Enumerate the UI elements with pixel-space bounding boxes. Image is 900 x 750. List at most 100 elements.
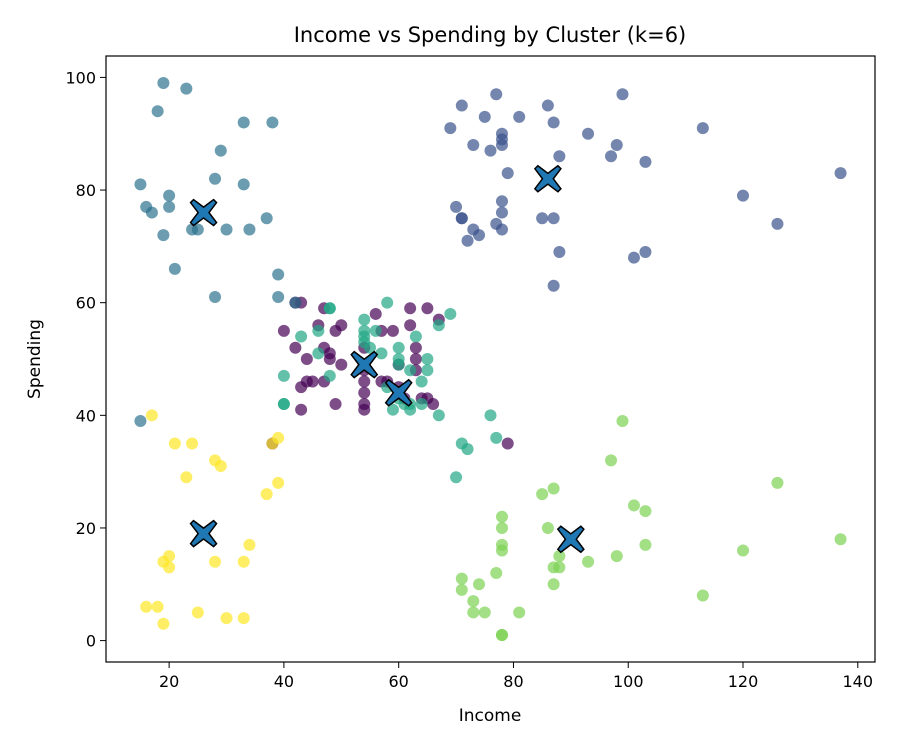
data-point-cluster-1 xyxy=(582,127,595,140)
data-point-cluster-5 xyxy=(243,538,256,551)
data-point-cluster-2 xyxy=(157,77,170,90)
data-point-cluster-1 xyxy=(490,88,503,101)
y-tick-label: 80 xyxy=(76,181,96,200)
data-point-cluster-5 xyxy=(180,471,193,484)
data-point-cluster-1 xyxy=(484,144,497,157)
data-point-cluster-3 xyxy=(392,341,405,354)
data-point-cluster-4 xyxy=(455,572,468,585)
data-point-cluster-2 xyxy=(272,291,285,304)
data-point-cluster-0 xyxy=(386,324,399,337)
data-point-cluster-0 xyxy=(404,302,417,315)
data-point-cluster-1 xyxy=(627,251,640,264)
data-point-cluster-3 xyxy=(415,375,428,388)
plot-frame xyxy=(105,55,876,663)
data-point-cluster-3 xyxy=(277,369,290,382)
y-tick-label: 0 xyxy=(86,632,96,651)
data-point-cluster-4 xyxy=(473,578,486,591)
data-point-cluster-0 xyxy=(306,375,319,388)
data-point-cluster-0 xyxy=(358,386,371,399)
data-point-cluster-2 xyxy=(260,212,273,225)
data-point-cluster-0 xyxy=(335,319,348,332)
data-point-cluster-1 xyxy=(639,245,652,258)
data-point-cluster-3 xyxy=(369,324,382,337)
data-point-cluster-3 xyxy=(358,313,371,326)
data-point-cluster-4 xyxy=(455,583,468,596)
y-tick-label: 60 xyxy=(76,294,96,313)
data-point-cluster-3 xyxy=(312,347,325,360)
data-point-cluster-4 xyxy=(547,482,560,495)
data-point-cluster-5 xyxy=(209,555,222,568)
y-tick-label: 100 xyxy=(65,68,96,87)
data-point-cluster-3 xyxy=(312,324,325,337)
data-point-cluster-4 xyxy=(467,606,480,619)
y-tick-label: 40 xyxy=(76,406,96,425)
data-point-cluster-2 xyxy=(157,229,170,242)
data-point-cluster-4 xyxy=(616,414,629,427)
data-point-cluster-1 xyxy=(513,110,526,123)
centroid-marker-0 xyxy=(350,350,379,379)
data-point-cluster-0 xyxy=(421,302,434,315)
data-point-cluster-1 xyxy=(639,155,652,168)
data-point-cluster-1 xyxy=(547,212,560,225)
data-point-cluster-2 xyxy=(272,268,285,281)
x-tick-label: 100 xyxy=(613,672,644,691)
data-point-cluster-5 xyxy=(237,612,250,625)
data-point-cluster-3 xyxy=(323,302,336,315)
data-point-cluster-3 xyxy=(409,330,422,343)
x-tick-label: 80 xyxy=(503,672,523,691)
data-point-cluster-2 xyxy=(243,223,256,236)
data-point-cluster-5 xyxy=(272,476,285,489)
x-tick-label: 20 xyxy=(159,672,179,691)
x-tick-label: 40 xyxy=(274,672,294,691)
data-point-cluster-1 xyxy=(455,99,468,112)
data-point-cluster-1 xyxy=(616,88,629,101)
data-point-cluster-2 xyxy=(289,296,302,309)
data-point-cluster-0 xyxy=(335,358,348,371)
data-point-cluster-5 xyxy=(220,612,233,625)
data-point-cluster-0 xyxy=(404,319,417,332)
data-point-cluster-3 xyxy=(323,369,336,382)
data-point-cluster-5 xyxy=(140,600,153,613)
data-point-cluster-2 xyxy=(214,144,227,157)
data-point-cluster-0 xyxy=(501,437,514,450)
data-point-cluster-0 xyxy=(295,403,308,416)
data-point-cluster-2 xyxy=(168,262,181,275)
data-point-cluster-5 xyxy=(272,431,285,444)
data-point-cluster-2 xyxy=(220,223,233,236)
data-point-cluster-3 xyxy=(404,364,417,377)
data-point-cluster-4 xyxy=(478,606,491,619)
data-point-cluster-1 xyxy=(541,99,554,112)
data-point-cluster-0 xyxy=(300,353,313,365)
data-point-cluster-5 xyxy=(163,561,176,574)
data-point-cluster-1 xyxy=(495,206,508,219)
x-tick-label: 140 xyxy=(843,672,874,691)
data-point-cluster-5 xyxy=(186,437,199,450)
centroid-marker-5 xyxy=(189,519,218,548)
data-point-cluster-5 xyxy=(260,488,273,501)
data-point-cluster-3 xyxy=(432,409,445,422)
data-point-cluster-3 xyxy=(277,398,290,411)
data-point-cluster-3 xyxy=(386,403,399,416)
data-point-cluster-1 xyxy=(771,217,784,230)
data-point-cluster-1 xyxy=(473,229,486,242)
data-point-cluster-3 xyxy=(450,471,463,484)
data-point-cluster-4 xyxy=(610,550,623,563)
data-point-cluster-0 xyxy=(369,307,382,320)
data-point-cluster-4 xyxy=(737,544,750,557)
data-point-cluster-1 xyxy=(501,167,514,180)
data-point-cluster-2 xyxy=(151,105,164,118)
data-point-cluster-0 xyxy=(277,324,290,337)
data-point-cluster-1 xyxy=(610,138,623,151)
plot-area xyxy=(134,77,847,641)
x-tick-label: 60 xyxy=(388,672,408,691)
data-point-cluster-4 xyxy=(495,510,508,523)
data-point-cluster-1 xyxy=(605,150,618,163)
data-point-cluster-4 xyxy=(605,454,618,467)
data-point-cluster-5 xyxy=(163,550,176,563)
data-point-cluster-1 xyxy=(553,245,566,258)
data-point-cluster-4 xyxy=(627,499,640,512)
x-axis: 20 40 60 80 100 120 140 xyxy=(159,662,873,691)
data-point-cluster-1 xyxy=(478,110,491,123)
data-point-cluster-0 xyxy=(409,353,422,365)
data-point-cluster-1 xyxy=(547,279,560,292)
